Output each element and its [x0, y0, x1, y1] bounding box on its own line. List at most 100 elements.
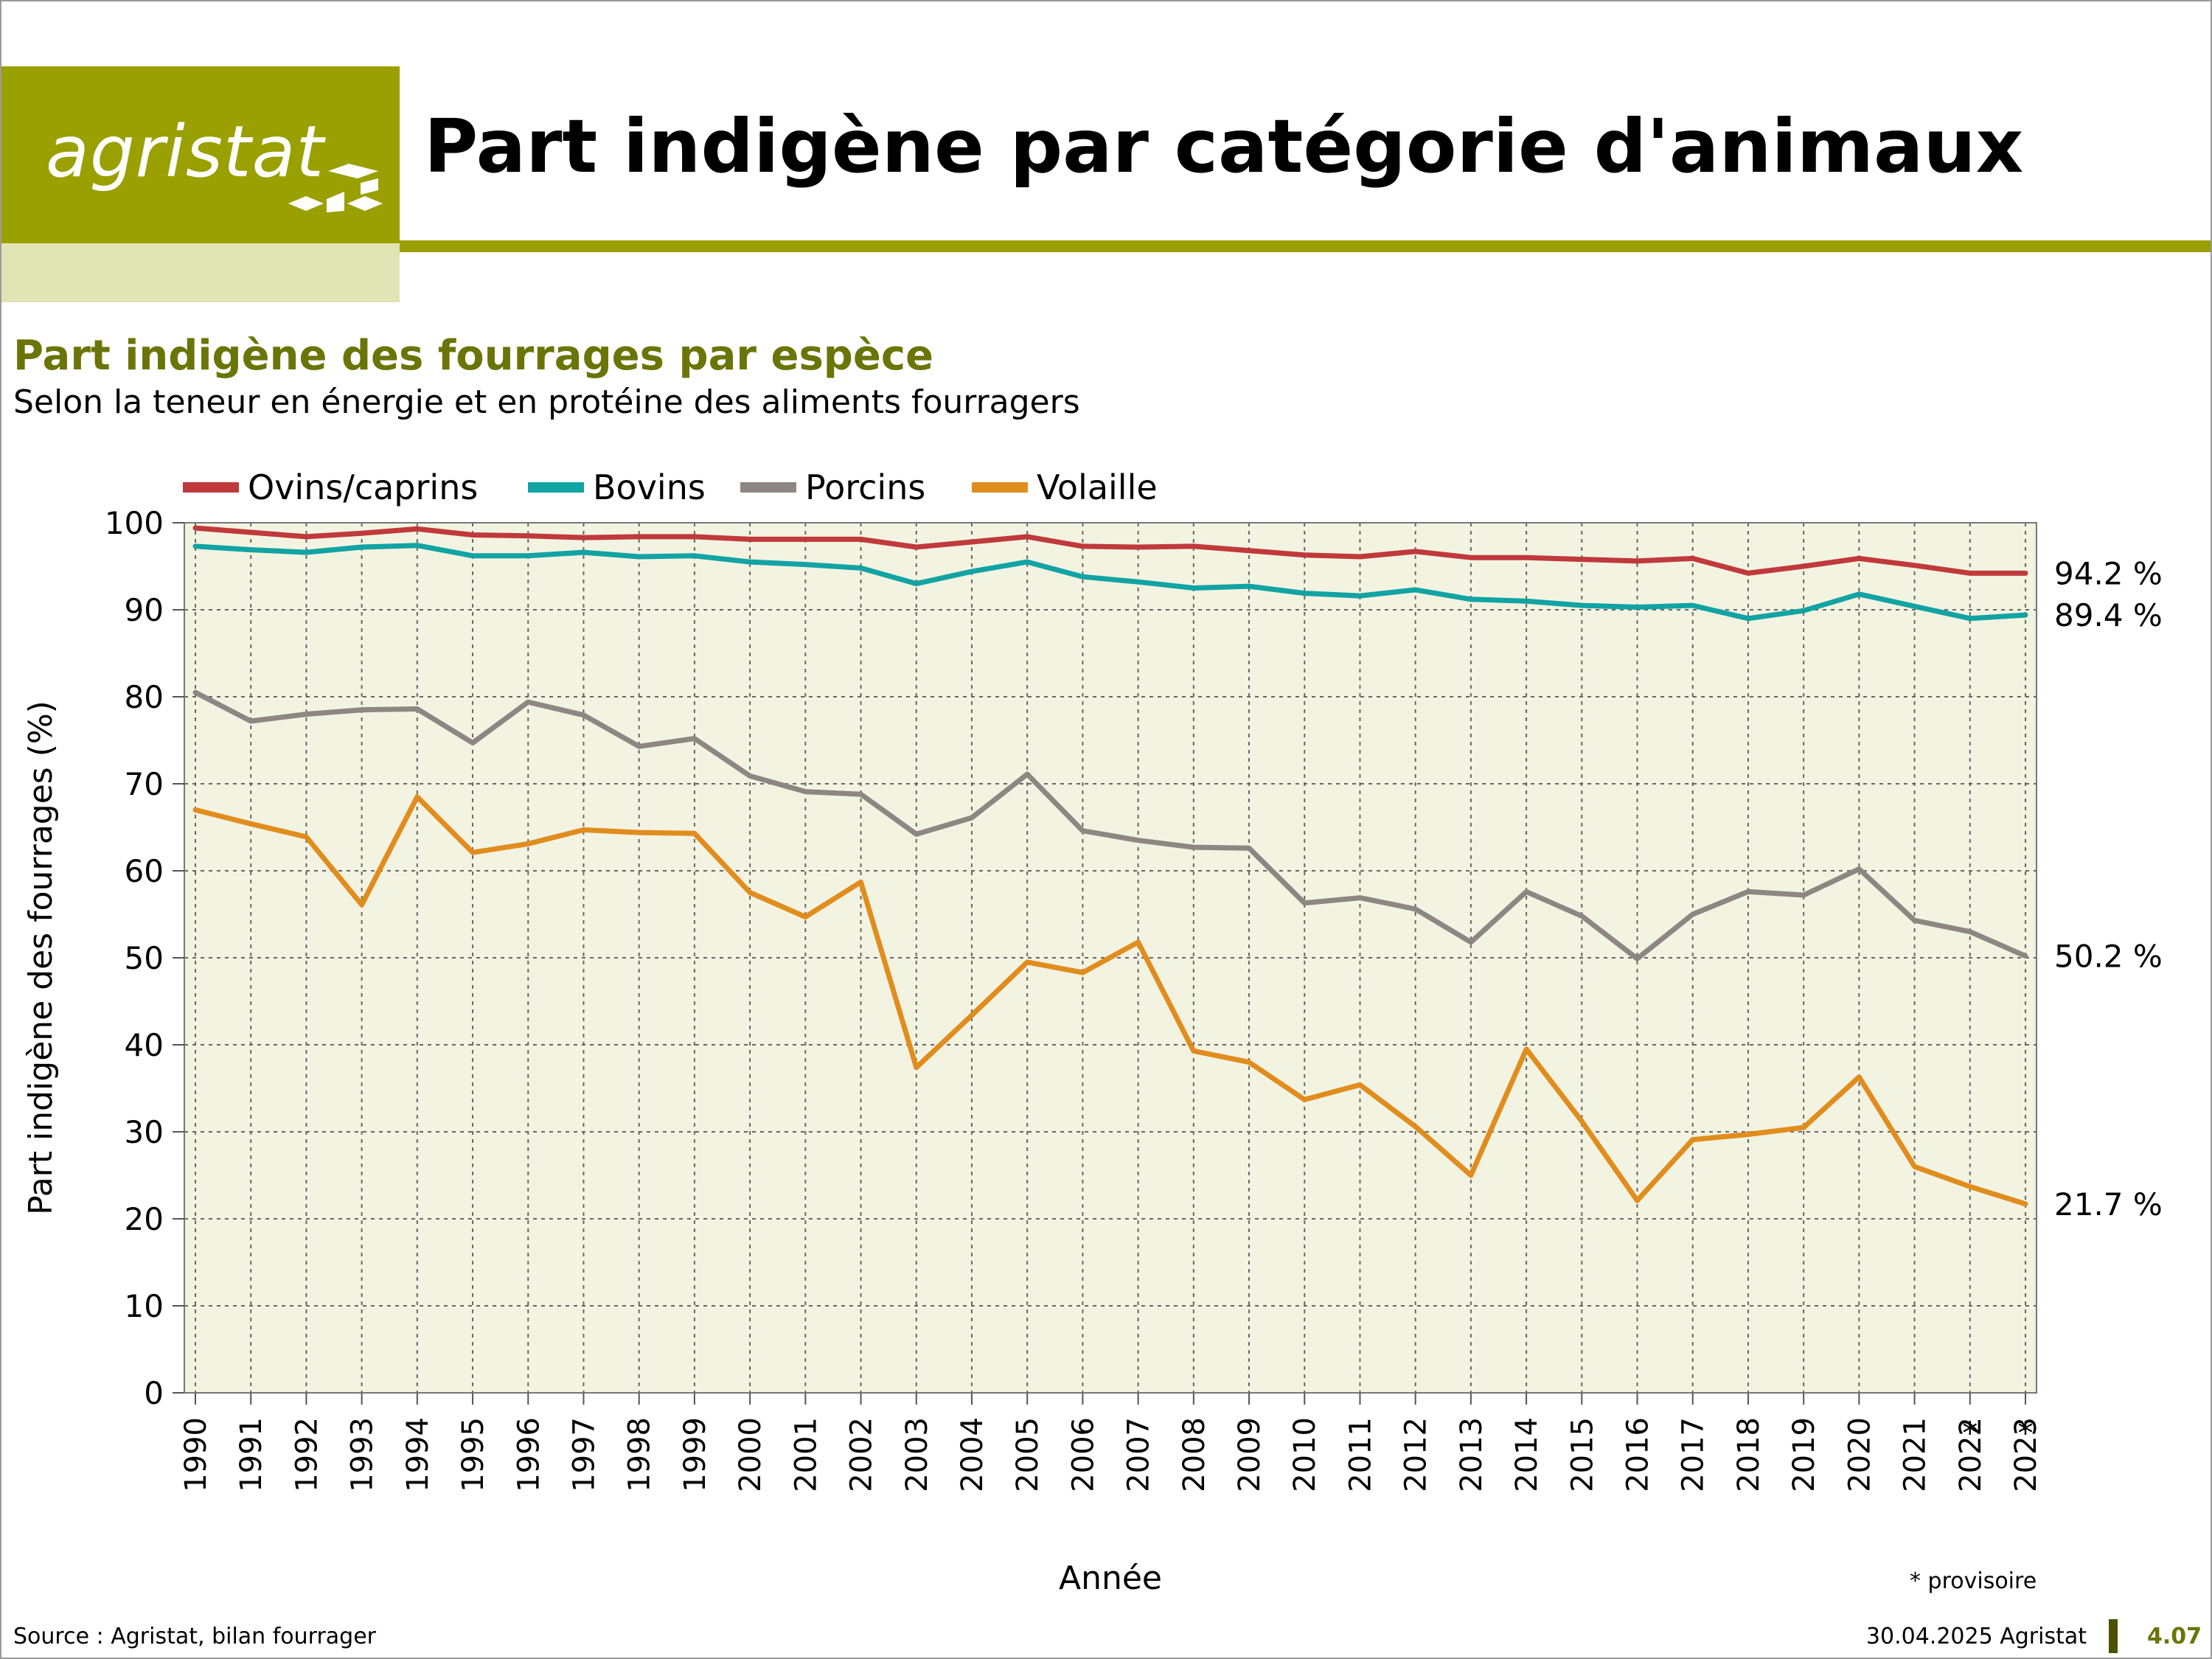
data-point	[1525, 556, 1528, 559]
data-point	[1969, 1185, 1972, 1188]
x-tick-label: 2010	[1288, 1417, 1322, 1492]
x-tick-label: 2008	[1178, 1417, 1211, 1492]
legend-label: Volaille	[1037, 467, 1158, 507]
data-point	[1470, 556, 1472, 559]
data-point	[1192, 587, 1195, 589]
data-point	[693, 832, 696, 835]
data-point	[2024, 613, 2027, 616]
data-point	[1414, 1125, 1417, 1128]
data-point	[638, 831, 641, 834]
x-tick-label: 2014	[1510, 1417, 1544, 1492]
data-point	[915, 1066, 918, 1069]
footer-date: 30.04.2025 Agristat	[1865, 1624, 2087, 1649]
x-tick-label: 2022	[1954, 1417, 1988, 1492]
data-point	[1802, 894, 1805, 897]
x-tick-label: 2001	[789, 1417, 823, 1492]
data-point	[1580, 1120, 1583, 1123]
y-tick-label: 90	[125, 592, 164, 628]
data-point	[1026, 961, 1029, 964]
data-point	[1137, 580, 1140, 583]
data-point	[1303, 554, 1306, 557]
data-point	[860, 880, 863, 883]
footer-source: Source : Agristat, bilan fourrager	[13, 1624, 376, 1649]
x-tick-label: 2009	[1233, 1417, 1267, 1492]
x-tick-label: 2004	[956, 1417, 990, 1492]
data-point	[1913, 564, 1916, 567]
series-line-ovins-caprins	[192, 525, 2028, 576]
x-tick-label: 2003	[900, 1417, 934, 1492]
data-point	[1802, 565, 1805, 568]
data-point	[1857, 1076, 1860, 1079]
data-point	[1081, 545, 1084, 548]
y-tick-label: 20	[125, 1201, 164, 1237]
x-tick-label: 2013	[1455, 1417, 1489, 1492]
data-point	[1525, 890, 1528, 893]
data-point	[526, 700, 529, 703]
end-value-label: 94.2 %	[2054, 555, 2163, 591]
x-tick-label: 1991	[234, 1417, 268, 1492]
data-point	[1636, 957, 1639, 960]
data-point	[1081, 971, 1084, 974]
data-point	[1358, 555, 1361, 558]
data-point	[1414, 550, 1417, 553]
data-point	[1525, 1048, 1528, 1051]
agristat-diamond-mark-icon	[288, 164, 383, 212]
data-point	[1913, 1165, 1916, 1168]
data-point	[1303, 902, 1306, 905]
end-value-label: 89.4 %	[2054, 597, 2163, 633]
data-point	[1081, 575, 1084, 578]
data-point	[1358, 594, 1361, 597]
data-point	[416, 708, 419, 711]
legend-label: Bovins	[593, 467, 706, 507]
data-point	[1969, 617, 1972, 620]
data-point	[1913, 919, 1916, 922]
data-point	[2024, 955, 2027, 958]
data-point	[194, 545, 197, 548]
data-point	[1580, 558, 1583, 561]
data-point	[471, 554, 474, 557]
logo-accent-strip	[1, 243, 400, 302]
data-point	[970, 540, 973, 543]
data-point	[1414, 588, 1417, 591]
x-tick-label: 2015	[1565, 1417, 1599, 1492]
x-tick-label: 2012	[1399, 1417, 1433, 1492]
data-point	[1248, 1061, 1251, 1064]
data-point	[1470, 598, 1472, 601]
chart-subtitle: Selon la teneur en énergie et en protéin…	[13, 383, 1080, 421]
data-point	[970, 570, 973, 573]
data-point	[582, 536, 585, 539]
x-tick-label: 2000	[734, 1417, 768, 1492]
data-point	[915, 582, 918, 585]
data-point	[305, 535, 307, 538]
x-tick-label: 2006	[1066, 1417, 1100, 1492]
data-point	[1081, 830, 1084, 832]
data-point	[915, 832, 918, 835]
legend-label: Ovins/caprins	[248, 467, 478, 507]
y-tick-label: 30	[125, 1114, 164, 1150]
data-point	[804, 790, 807, 793]
data-point	[2024, 571, 2027, 574]
data-point	[526, 535, 529, 538]
data-point	[361, 709, 364, 712]
x-tick-label: 1993	[346, 1417, 380, 1492]
data-point	[416, 796, 419, 799]
data-point	[361, 903, 364, 906]
data-point	[194, 526, 197, 529]
x-tick-label: 1997	[567, 1417, 601, 1492]
data-point	[194, 691, 197, 694]
series-line-volaille	[192, 794, 2028, 1207]
data-point	[1358, 897, 1361, 900]
data-point	[1137, 839, 1140, 842]
logo-text: agristat	[46, 111, 325, 193]
data-point	[1470, 941, 1472, 944]
end-value-label: 50.2 %	[2054, 939, 2163, 975]
x-tick-label: 1994	[401, 1417, 435, 1492]
data-point	[1026, 560, 1029, 563]
page-title: Part indigène par catégorie d'animaux	[424, 103, 2024, 189]
data-point	[471, 742, 474, 745]
data-point	[1192, 545, 1195, 548]
data-point	[693, 535, 696, 538]
legend-label: Porcins	[805, 467, 925, 507]
data-point	[582, 714, 585, 717]
